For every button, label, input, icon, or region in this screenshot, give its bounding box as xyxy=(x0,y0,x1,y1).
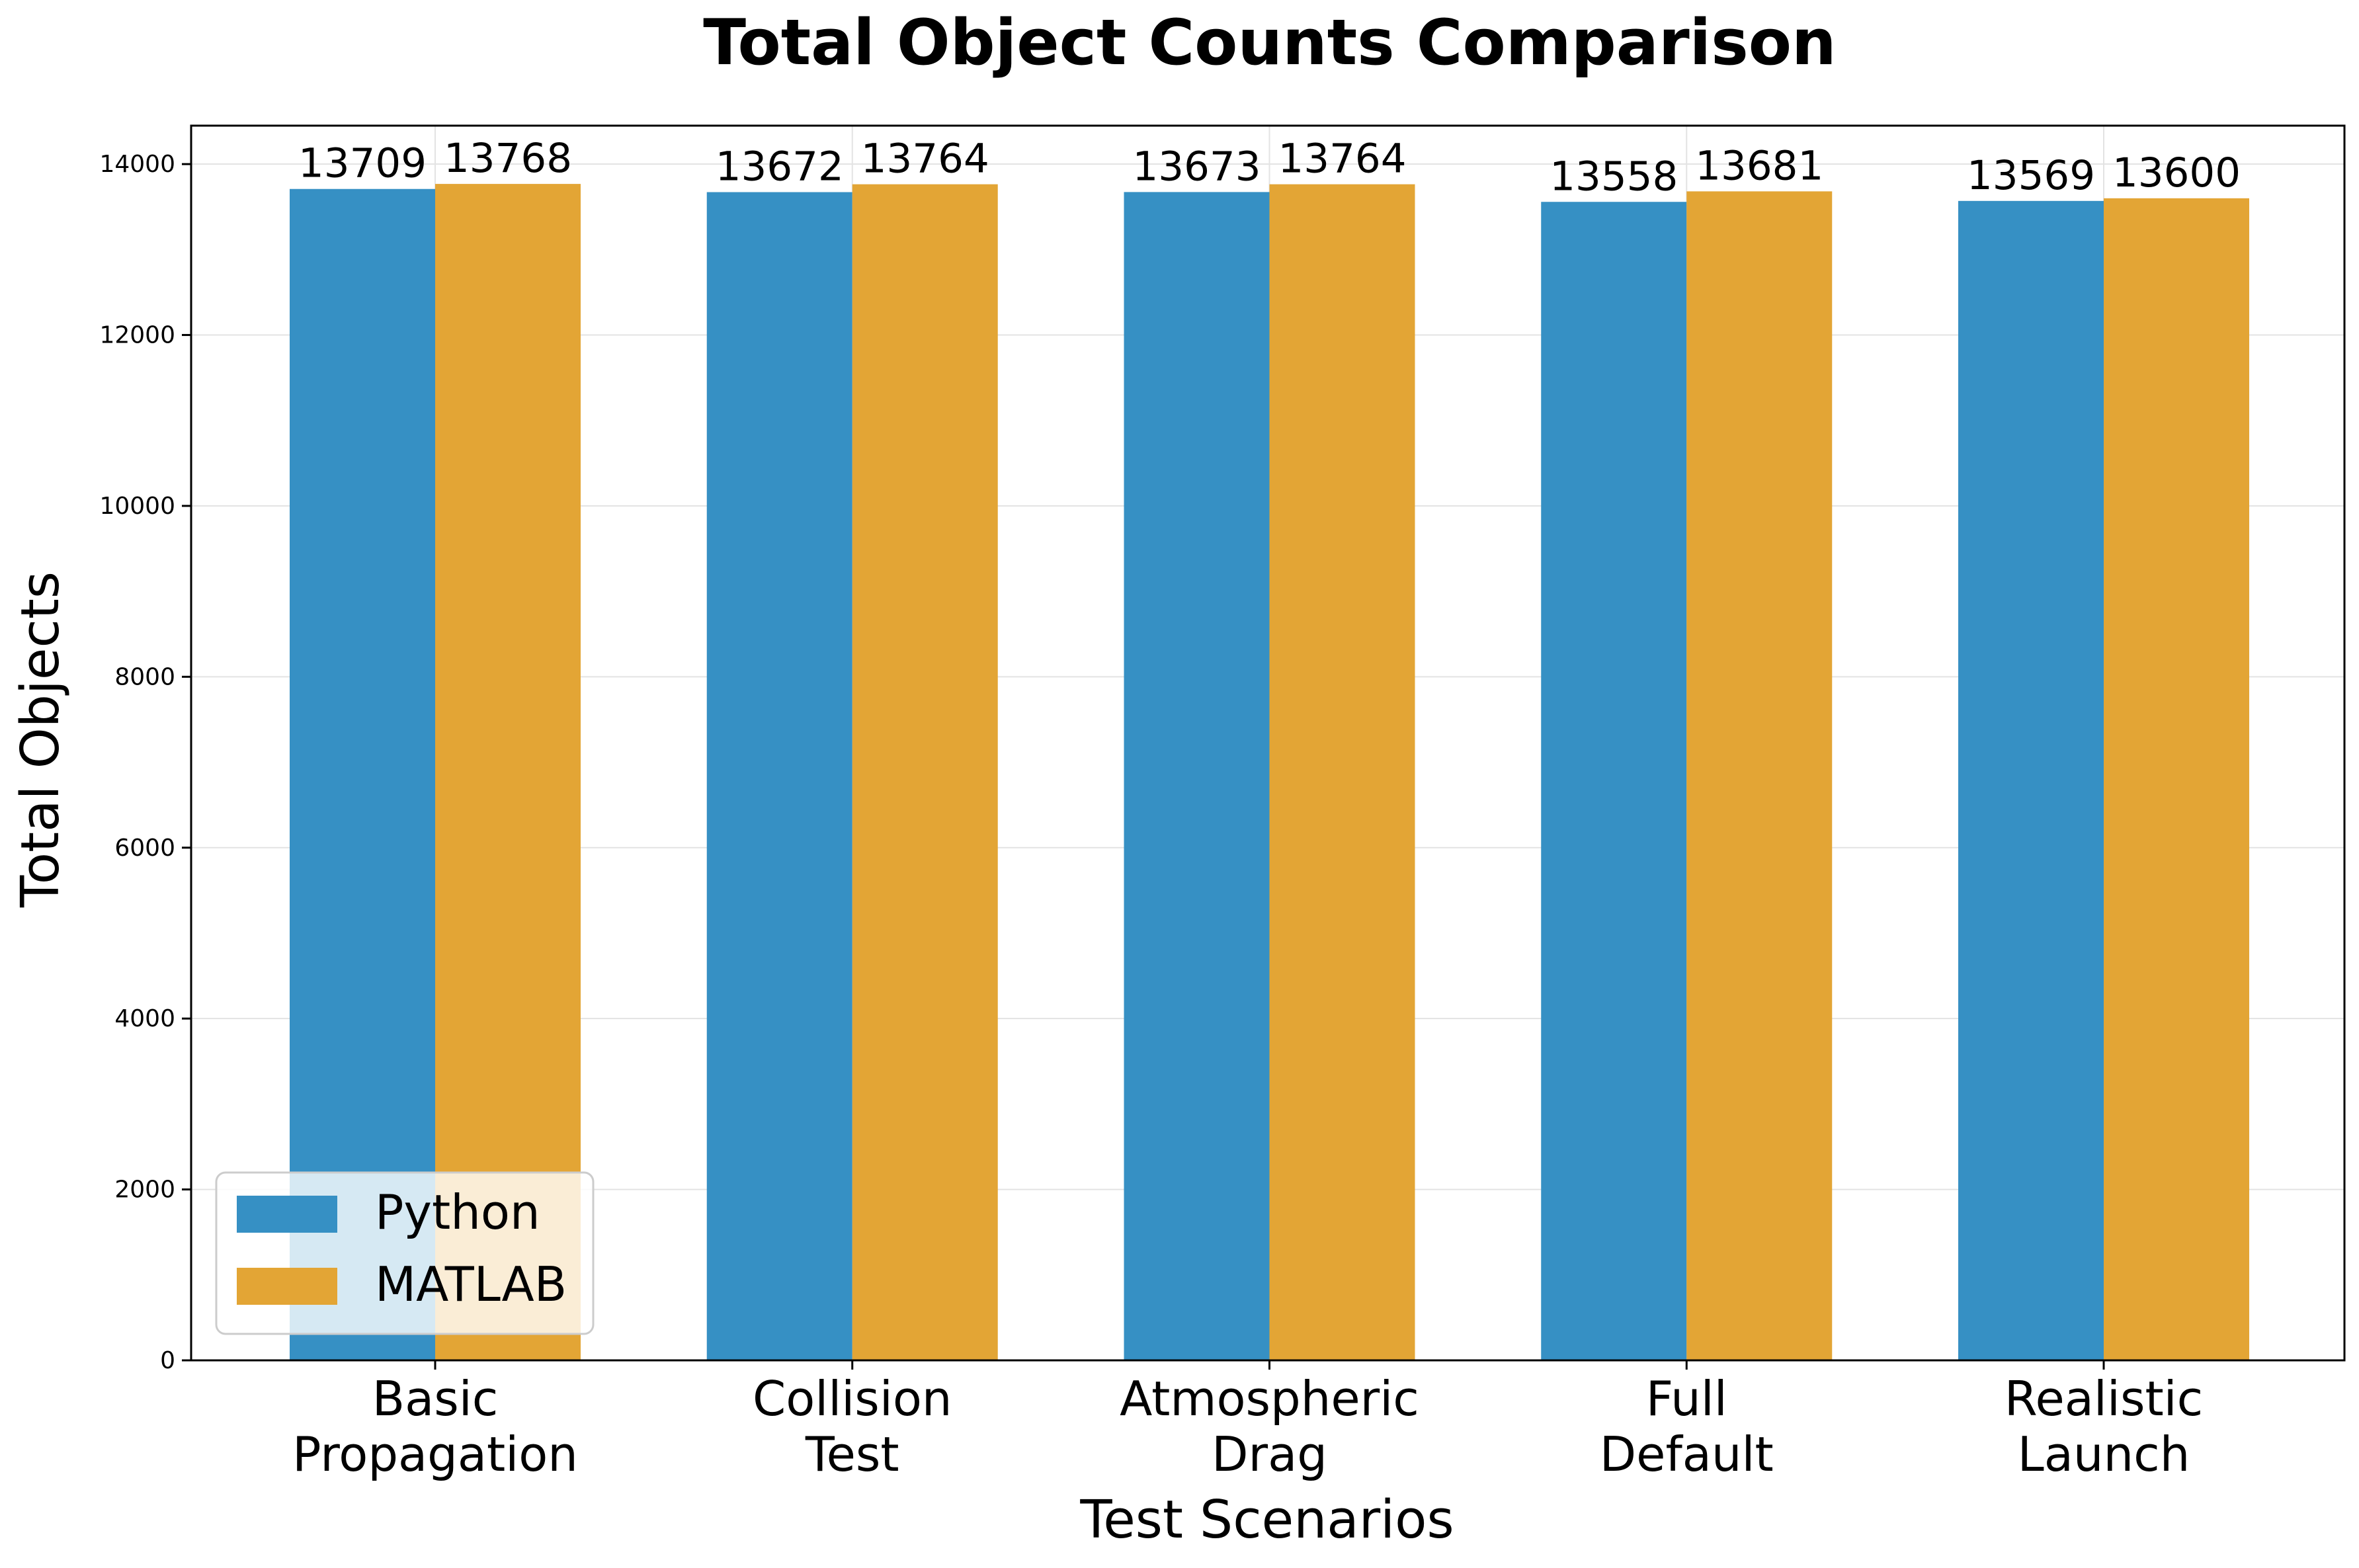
x-tick-label-line: Propagation xyxy=(292,1426,578,1482)
bar-python xyxy=(1124,192,1270,1361)
bar-value-label: 13764 xyxy=(861,136,989,183)
legend-swatch-python xyxy=(237,1196,337,1233)
bar-python xyxy=(706,192,852,1360)
x-tick-label-line: Default xyxy=(1600,1426,1774,1482)
bar-value-label: 13600 xyxy=(2112,149,2241,196)
bar-matlab xyxy=(2104,198,2249,1361)
bar-matlab xyxy=(435,184,581,1361)
plot-frame xyxy=(190,124,2346,1362)
legend-label-matlab: MATLAB xyxy=(375,1257,567,1312)
x-tick-label-line: Full xyxy=(1646,1371,1727,1426)
bar-matlab xyxy=(1686,191,1833,1360)
bar-value-label: 13764 xyxy=(1278,136,1406,183)
legend-label-python: Python xyxy=(375,1184,540,1240)
x-tick-label: Atmospheric Drag xyxy=(1120,1371,1419,1482)
y-tick-label: 4000 xyxy=(114,1005,175,1032)
y-tick-label: 8000 xyxy=(114,663,175,690)
x-tick-label-line: Realistic xyxy=(2005,1371,2204,1426)
bar-value-label: 13709 xyxy=(298,140,427,187)
legend-swatch-matlab xyxy=(237,1268,337,1305)
bar-matlab xyxy=(1269,184,1415,1360)
bar-value-label: 13558 xyxy=(1550,153,1678,200)
bar-python xyxy=(1541,202,1687,1360)
bar-python xyxy=(290,188,435,1361)
chart-title: Total Object Counts Comparison xyxy=(703,7,1836,79)
y-tick-label: 14000 xyxy=(99,151,175,178)
y-axis-label: Total Objects xyxy=(10,571,71,908)
x-tick-label-line: Basic xyxy=(372,1371,499,1426)
bar-value-label: 13768 xyxy=(444,135,572,182)
y-tick-label: 10000 xyxy=(99,493,175,520)
x-tick-label: Realistic Launch xyxy=(2005,1371,2204,1482)
y-axis-ticks: 0 2000 4000 6000 8000 10000 12000 14000 xyxy=(99,151,191,1374)
y-tick-label: 12000 xyxy=(99,322,175,349)
x-axis-label: Test Scenarios xyxy=(1079,1489,1454,1550)
x-tick-label-line: Collision xyxy=(753,1371,952,1426)
x-tick-label-line: Drag xyxy=(1212,1426,1327,1482)
x-tick-label: Basic Propagation xyxy=(292,1371,578,1482)
x-tick-label: Full Default xyxy=(1600,1371,1774,1482)
y-tick-label: 6000 xyxy=(114,835,175,862)
bar-matlab xyxy=(852,184,998,1360)
y-tick-label: 2000 xyxy=(114,1176,175,1204)
y-tick-label: 0 xyxy=(160,1347,175,1374)
bar-python xyxy=(1958,200,2104,1360)
x-tick-label-line: Launch xyxy=(2018,1426,2190,1482)
x-axis-ticks: Basic Propagation Collision Test Atmospheric… xyxy=(292,1360,2203,1482)
bar-value-labels: 13709 13672 13673 13558 13569 13768 13764 13764… xyxy=(298,135,2241,200)
bar-value-label: 13672 xyxy=(716,144,844,190)
x-tick-label-line: Atmospheric xyxy=(1120,1371,1419,1426)
x-tick-label-line: Test xyxy=(805,1426,899,1482)
bar-value-label: 13681 xyxy=(1695,142,1823,189)
bars xyxy=(290,184,2249,1361)
legend: Python MATLAB xyxy=(215,1171,595,1335)
bar-value-label: 13673 xyxy=(1132,143,1261,190)
bar-value-label: 13569 xyxy=(1967,152,2095,199)
x-tick-label: Collision Test xyxy=(753,1371,952,1482)
